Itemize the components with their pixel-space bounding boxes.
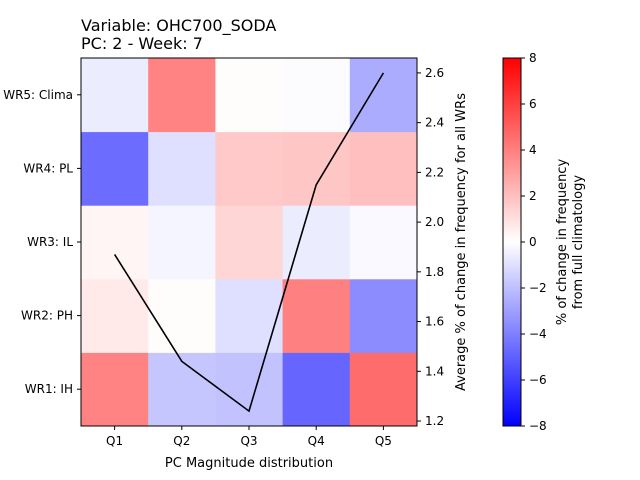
average-change-line (113, 72, 385, 413)
y-axis-left: WR1: IH WR2: PH WR3: IL WR4: PL WR5: Clima (3, 88, 81, 396)
x-tick-label: Q2 (173, 434, 190, 448)
heatmap-cell (215, 58, 284, 133)
colorbar-tick-label: −2 (529, 281, 547, 295)
heatmap-cell (282, 352, 351, 427)
heatmap-cell (81, 278, 149, 353)
title-line-variable: Variable: OHC700_SODA (81, 16, 276, 36)
right-tick-label: 1.8 (425, 265, 444, 279)
y-tick-label: WR4: PL (23, 161, 73, 175)
heatmap-cell (349, 131, 418, 206)
right-tick-label: 2.0 (425, 215, 444, 229)
heatmap-cell (349, 278, 418, 353)
right-tick-label: 2.6 (425, 66, 444, 80)
heatmap-cell (215, 205, 284, 280)
right-axis-label: Average % of change in frequency for all… (454, 93, 469, 391)
colorbar-tick-label: −8 (529, 419, 547, 433)
heatmap-cells (81, 58, 418, 427)
x-tick-label: Q3 (240, 434, 257, 448)
right-tick-label: 1.6 (425, 315, 444, 329)
heatmap-cell (282, 131, 351, 206)
heatmap-cell (282, 58, 351, 133)
colorbar-tick-label: 0 (529, 235, 537, 249)
heatmap-cell (349, 205, 418, 280)
colorbar-label: % of change in frequency from full clima… (555, 159, 586, 326)
colorbar-label-line-1: % of change in frequency (555, 159, 570, 326)
heatmap-cell (282, 205, 351, 280)
heatmap-cell (148, 205, 216, 280)
heatmap-cell (81, 58, 149, 133)
chart-title: Variable: OHC700_SODA PC: 2 - Week: 7 (81, 16, 276, 53)
colorbar-tick-label: 2 (529, 189, 537, 203)
y-tick-label: WR2: PH (21, 309, 73, 323)
colorbar-tick-label: −4 (529, 327, 547, 341)
heatmap-cell (215, 352, 284, 427)
colorbar-tick-label: 8 (529, 51, 537, 65)
right-tick-label: 2.2 (425, 165, 444, 179)
y-axis-right: 1.2 1.4 1.6 1.8 2.0 2.2 2.4 2.6 (417, 66, 444, 428)
right-tick-label: 2.4 (425, 116, 444, 130)
heatmap-cell (148, 352, 216, 427)
x-axis-label: PC Magnitude distribution (165, 456, 333, 471)
heatmap-cell (148, 131, 216, 206)
colorbar-tick-label: 6 (529, 97, 537, 111)
y-tick-label: WR1: IH (25, 382, 73, 396)
x-tick-label: Q1 (106, 434, 123, 448)
colorbar (502, 57, 522, 427)
x-axis: Q1 Q2 Q3 Q4 Q5 (106, 426, 392, 448)
y-tick-label: WR3: IL (27, 235, 73, 249)
x-tick-label: Q5 (375, 434, 392, 448)
heatmap-cell (81, 131, 149, 206)
heatmap-cell (81, 352, 149, 427)
colorbar-axis: −8 −6 −4 −2 0 2 4 6 8 (521, 51, 547, 433)
heatmap-cell (349, 352, 418, 427)
colorbar-tick-label: −6 (529, 373, 547, 387)
heatmap-cell (215, 131, 284, 206)
heatmap-cell (148, 278, 216, 353)
colorbar-label-line-2: from full climatology (571, 175, 586, 309)
title-line-pc-week: PC: 2 - Week: 7 (81, 34, 203, 53)
heatmap-cell (282, 278, 351, 353)
heatmap-cell (349, 58, 418, 133)
y-tick-label: WR5: Clima (3, 88, 73, 102)
colorbar-tick-label: 4 (529, 143, 537, 157)
heatmap-cell (81, 205, 149, 280)
heatmap-cell (215, 278, 284, 353)
x-tick-label: Q4 (308, 434, 325, 448)
right-tick-label: 1.4 (425, 364, 444, 378)
right-tick-label: 1.2 (425, 414, 444, 428)
heatmap-cell (148, 58, 216, 133)
